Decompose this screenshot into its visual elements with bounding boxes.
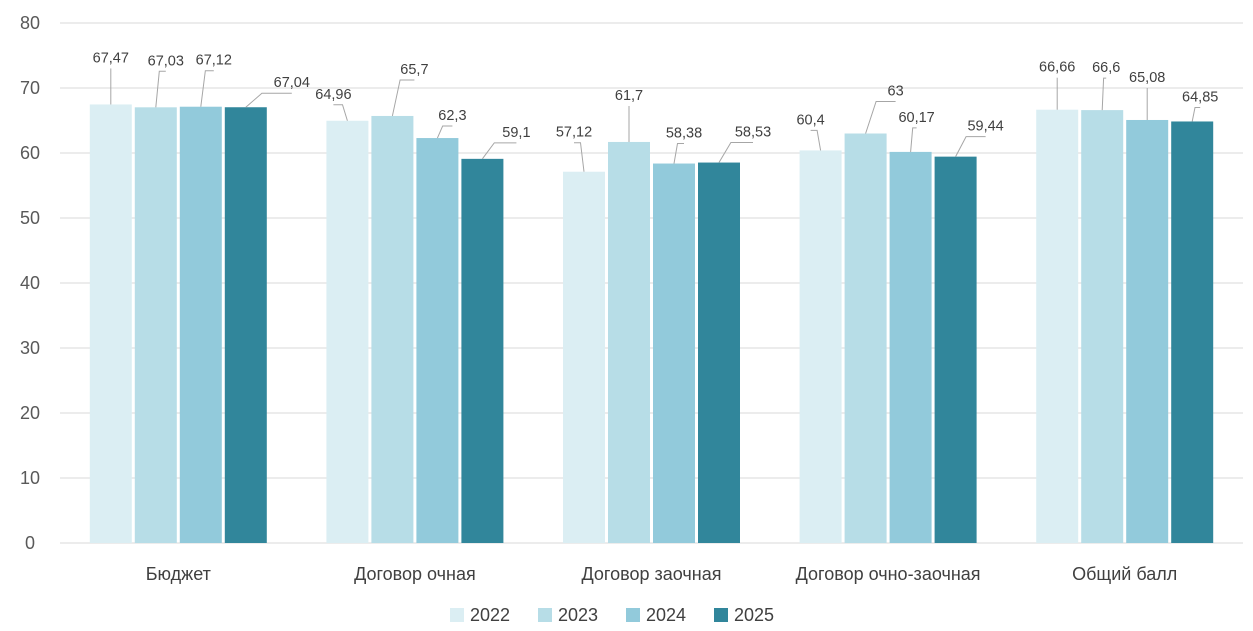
- legend-swatch: [538, 608, 552, 622]
- y-tick-label: 30: [20, 338, 40, 358]
- bar: [461, 159, 503, 543]
- legend-swatch: [450, 608, 464, 622]
- data-label: 57,12: [556, 125, 592, 141]
- leader-line: [246, 93, 292, 107]
- x-axis-categories: Бюджет Договор очная Договор заочная Догово…: [146, 564, 1178, 584]
- data-label: 60,17: [898, 110, 934, 126]
- leader-line: [574, 143, 584, 172]
- leader-line: [911, 128, 917, 152]
- category-label: Общий балл: [1072, 564, 1177, 584]
- bar: [1171, 121, 1213, 543]
- data-label: 59,1: [502, 125, 530, 141]
- bar: [1081, 110, 1123, 543]
- bar: [608, 142, 650, 543]
- bar: [371, 116, 413, 543]
- leader-line: [1102, 78, 1106, 110]
- category-label: Договор заочная: [582, 564, 722, 584]
- data-label: 67,04: [274, 75, 310, 91]
- category-label: Бюджет: [146, 564, 211, 584]
- y-tick-label: 0: [25, 533, 35, 553]
- data-label: 65,08: [1129, 70, 1165, 86]
- data-label: 67,12: [196, 53, 232, 69]
- data-label: 61,7: [615, 88, 643, 104]
- data-label: 65,7: [400, 62, 428, 78]
- legend-swatch: [626, 608, 640, 622]
- data-label: 67,03: [148, 53, 184, 69]
- leader-line: [674, 144, 684, 164]
- data-label: 64,96: [315, 87, 351, 103]
- data-label: 66,6: [1092, 60, 1120, 76]
- y-tick-label: 60: [20, 143, 40, 163]
- leader-line: [437, 126, 452, 138]
- leader-line: [482, 143, 516, 159]
- data-label: 58,38: [666, 126, 702, 142]
- bar: [135, 107, 177, 543]
- data-label: 59,44: [967, 119, 1003, 135]
- bar: [1126, 120, 1168, 543]
- leader-line: [333, 105, 347, 121]
- leader-line: [156, 71, 166, 107]
- data-label: 67,47: [93, 50, 129, 66]
- bar: [698, 163, 740, 543]
- data-label: 62,3: [438, 108, 466, 124]
- bar: [180, 107, 222, 543]
- leader-line: [866, 102, 896, 134]
- bars: [90, 104, 1213, 543]
- data-label: 58,53: [735, 125, 771, 141]
- legend-label: 2023: [558, 605, 598, 625]
- leader-line: [956, 137, 986, 157]
- leader-line: [201, 71, 214, 107]
- category-label: Договор очная: [354, 564, 476, 584]
- y-tick-label: 20: [20, 403, 40, 423]
- bar: [326, 121, 368, 543]
- bar: [416, 138, 458, 543]
- category-label: Договор очно-заочная: [796, 564, 981, 584]
- bar: [653, 164, 695, 543]
- y-tick-label: 40: [20, 273, 40, 293]
- leader-line: [392, 80, 414, 116]
- leader-line: [811, 130, 821, 150]
- bar: [225, 107, 267, 543]
- data-label: 66,66: [1039, 60, 1075, 76]
- y-tick-label: 70: [20, 78, 40, 98]
- legend-label: 2022: [470, 605, 510, 625]
- data-label: 64,85: [1182, 89, 1218, 105]
- bar: [1036, 110, 1078, 543]
- bar: [845, 134, 887, 544]
- bar: [563, 172, 605, 543]
- bar: [890, 152, 932, 543]
- data-label: 63: [888, 84, 904, 100]
- legend-label: 2024: [646, 605, 686, 625]
- bar: [90, 104, 132, 543]
- y-axis-ticks: 0 10 20 30 40 50 60 70 80: [20, 13, 40, 553]
- data-label: 60,4: [796, 112, 824, 128]
- legend-label: 2025: [734, 605, 774, 625]
- legend-swatch: [714, 608, 728, 622]
- y-tick-label: 50: [20, 208, 40, 228]
- y-tick-label: 80: [20, 13, 40, 33]
- bar: [935, 157, 977, 543]
- bar: [800, 150, 842, 543]
- y-tick-label: 10: [20, 468, 40, 488]
- legend: 2022 2023 2024 2025: [450, 605, 774, 625]
- leader-line: [1192, 107, 1200, 121]
